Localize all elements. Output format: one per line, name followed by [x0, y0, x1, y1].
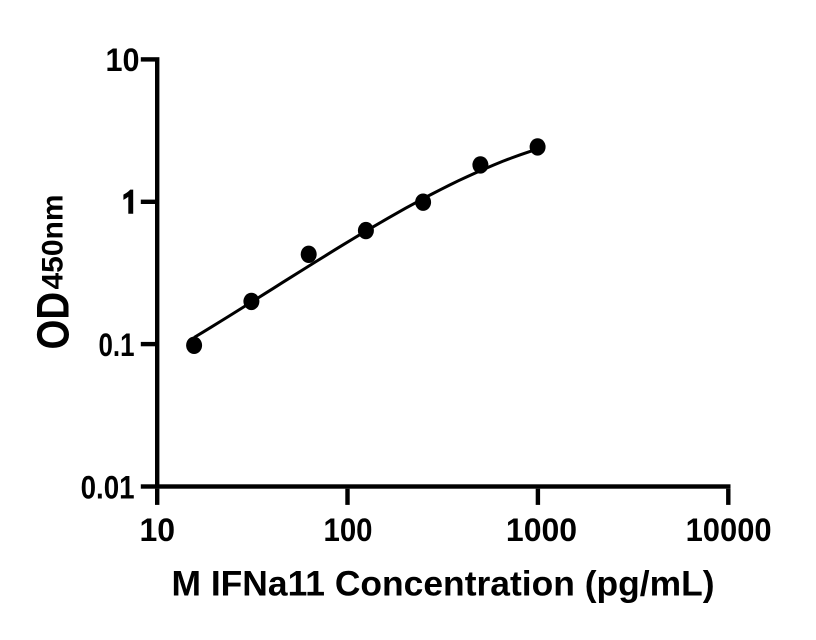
svg-text:0.01: 0.01	[81, 469, 135, 505]
svg-text:1000: 1000	[506, 512, 577, 548]
svg-text:100: 100	[324, 512, 373, 548]
svg-text:10: 10	[140, 512, 176, 548]
svg-text:10: 10	[106, 42, 140, 78]
svg-text:0.1: 0.1	[99, 327, 135, 363]
svg-text:10000: 10000	[686, 512, 772, 548]
svg-text:M IFNa11 Concentration (pg/mL): M IFNa11 Concentration (pg/mL)	[172, 565, 715, 604]
svg-text:450nm: 450nm	[36, 194, 69, 289]
svg-text:OD: OD	[27, 292, 78, 350]
